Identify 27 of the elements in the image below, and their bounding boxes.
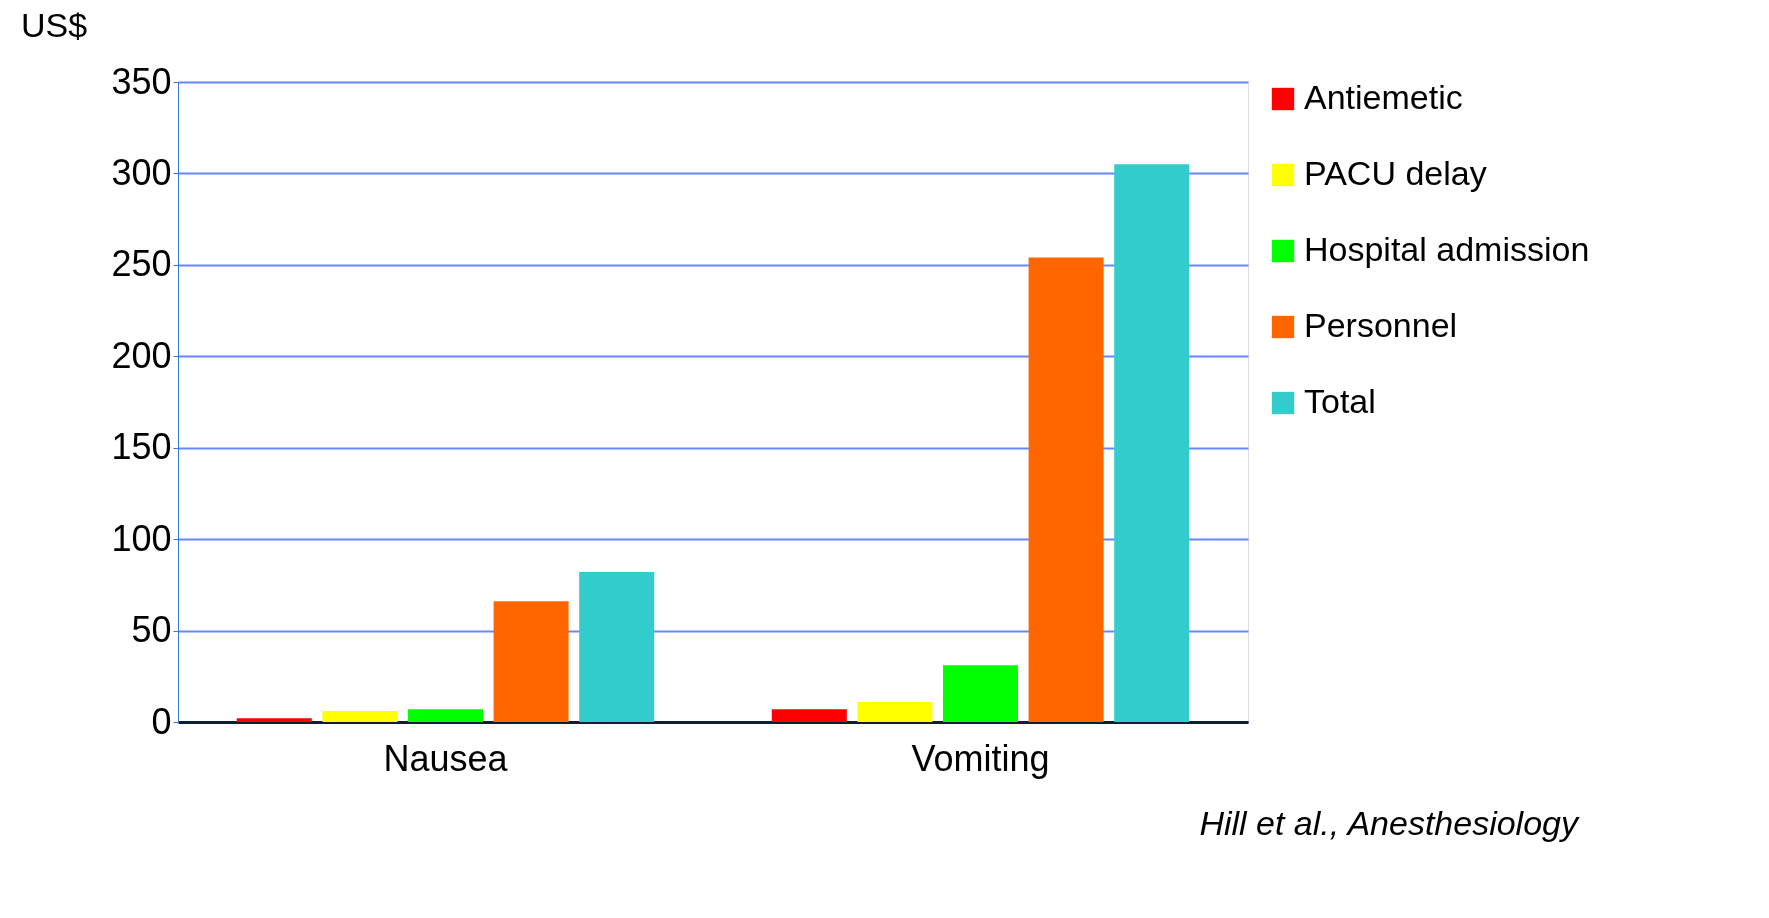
bar <box>579 572 655 722</box>
y-tick-label: 200 <box>111 334 172 376</box>
legend-label: Hospital admission <box>1304 230 1590 268</box>
y-tick-label: 350 <box>111 60 172 102</box>
legend-label: Antiemetic <box>1304 78 1463 116</box>
bar <box>771 709 847 722</box>
bar <box>943 665 1018 722</box>
x-tick-label: Vomiting <box>911 737 1050 779</box>
bar <box>493 601 569 722</box>
y-tick-label: 0 <box>151 700 172 742</box>
y-axis-title: US$ <box>20 6 88 44</box>
text: Hill et al., Anesthesiology <box>1199 804 1580 842</box>
legend-label: PACU delay <box>1304 154 1487 192</box>
bar <box>1114 164 1190 722</box>
y-tick-label: 100 <box>111 517 172 559</box>
x-tick-label: Nausea <box>383 737 509 779</box>
legend-label: Personnel <box>1304 306 1458 344</box>
y-tick-label: 50 <box>131 609 172 651</box>
bar <box>1028 257 1104 722</box>
legend-label: Total <box>1304 382 1376 420</box>
y-tick-label: 250 <box>111 243 172 285</box>
bar <box>322 711 398 722</box>
bar <box>408 709 483 722</box>
bar <box>236 718 312 722</box>
y-tick-label: 150 <box>111 426 172 468</box>
bar <box>857 701 933 722</box>
y-tick-label: 300 <box>111 151 172 193</box>
